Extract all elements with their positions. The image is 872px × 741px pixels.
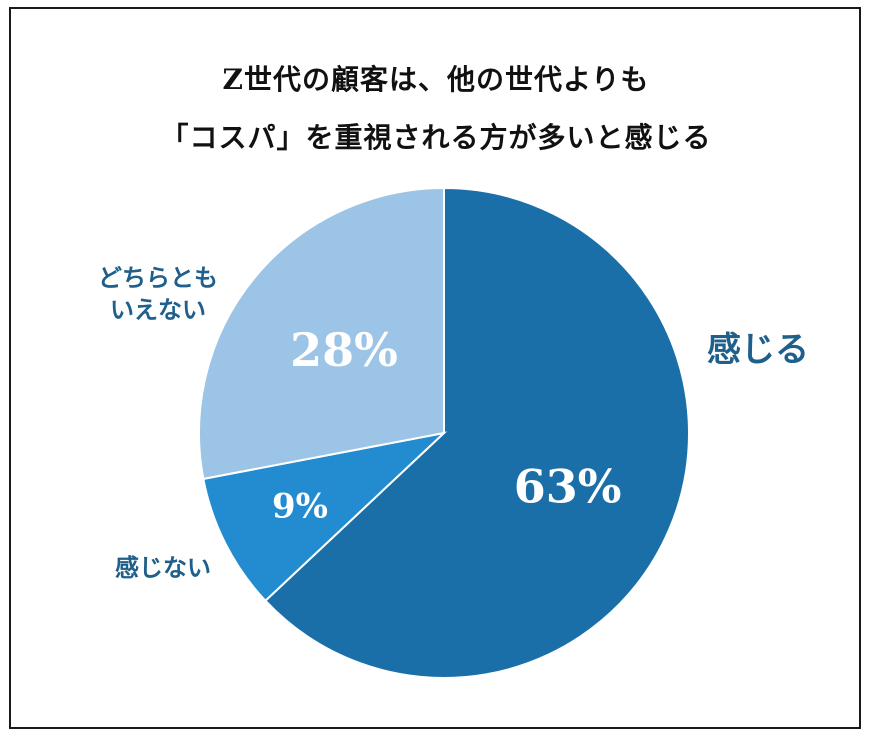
pie-value-label-2: 9% [272, 486, 328, 526]
chart-title-line-1: Z世代の顧客は、他の世代よりも [222, 63, 650, 96]
pie-category-label-2-line-1: 感じない [115, 554, 211, 582]
pie-category-label-3-line-2: いえない [110, 296, 206, 324]
pie-slice-1 [263, 186, 690, 679]
pie-slice-2 [202, 431, 448, 603]
chart-title-line-2: 「コスパ」を重視される方が多いと感じる [160, 121, 712, 154]
pie-category-label-3-line-1: どちらとも [98, 264, 218, 292]
pie-value-label-3: 28% [290, 323, 398, 377]
pie-category-label-2: 感じない [115, 554, 211, 582]
pie-category-label-3: どちらともいえない [98, 264, 218, 324]
pie-category-label-1: 感じる [707, 330, 809, 370]
pie-value-labels: 63% 9% 28% [272, 323, 622, 526]
pie-category-label-1-line-1: 感じる [707, 330, 809, 370]
pie-value-label-1: 63% [514, 460, 622, 514]
pie-slice-3 [198, 186, 445, 481]
pie-slices [198, 186, 690, 679]
